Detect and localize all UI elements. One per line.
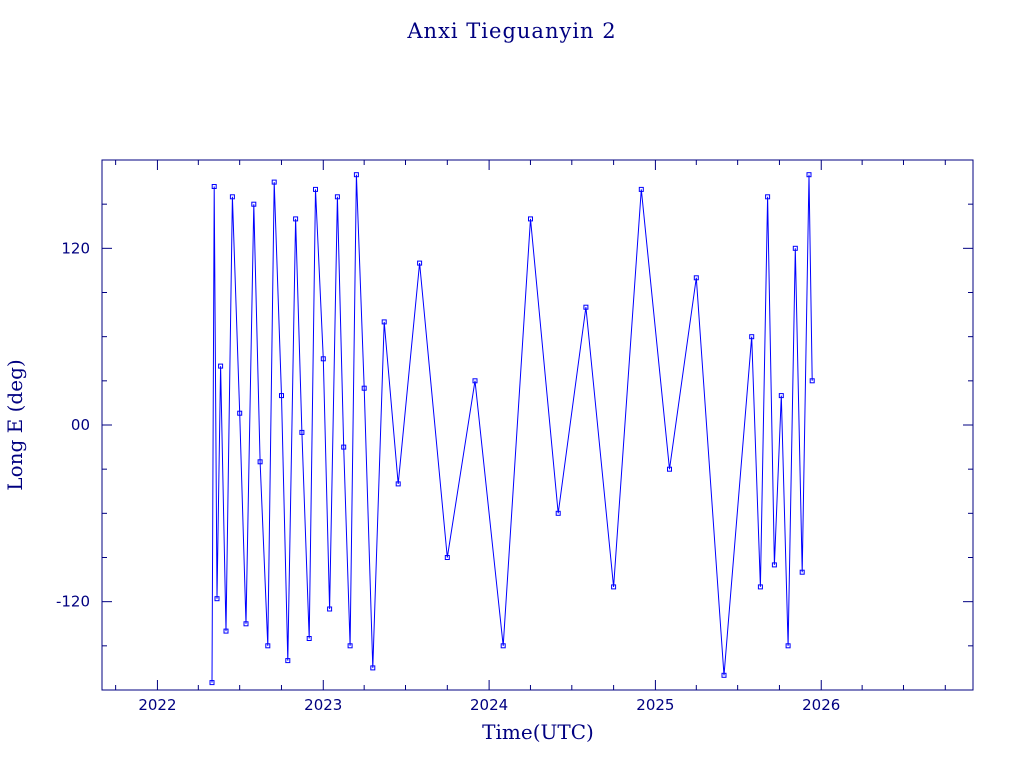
data-point: [500, 643, 506, 649]
data-point: [271, 179, 277, 185]
data-point: [638, 186, 644, 192]
data-point: [555, 510, 561, 516]
x-tick-label: 2023: [304, 696, 342, 714]
data-point: [528, 216, 533, 222]
x-axis-label: Time(UTC): [482, 720, 594, 744]
ticks-layer: 2022 2023 2024 2025 2026 120 00 -120: [56, 160, 973, 714]
data-point: [757, 584, 763, 590]
data-point: [285, 658, 291, 664]
data-point: [381, 319, 387, 325]
data-point: [370, 665, 376, 671]
data-point: [229, 194, 235, 200]
data-point: [334, 194, 340, 200]
x-tick-label: 2022: [138, 696, 176, 714]
data-point: [778, 393, 784, 399]
data-point: [251, 201, 257, 207]
data-point: [218, 363, 224, 369]
data-point: [327, 606, 333, 612]
data-point: [417, 260, 423, 266]
data-point: [799, 569, 805, 575]
data-point: [792, 245, 798, 251]
data-point: [313, 186, 318, 192]
data-point: [721, 672, 727, 678]
data-point: [257, 459, 263, 465]
data-point: [785, 643, 791, 649]
data-point: [214, 596, 220, 602]
data-point: [765, 194, 771, 200]
data-point: [347, 643, 353, 649]
data-point: [299, 429, 305, 435]
data-point: [472, 378, 478, 384]
data-layer: [209, 172, 815, 686]
plot-frame: [101, 159, 974, 691]
data-point: [611, 584, 617, 590]
x-tick-label: 2025: [636, 696, 674, 714]
y-axis-label: Long E (deg): [3, 359, 27, 490]
data-point: [693, 275, 699, 281]
data-point: [667, 466, 672, 472]
data-point: [395, 481, 401, 487]
data-point: [243, 621, 249, 627]
data-point: [211, 184, 217, 189]
y-tick-label: 00: [71, 416, 90, 434]
data-point: [279, 393, 284, 399]
data-point: [237, 410, 243, 416]
series-line: [211, 174, 813, 683]
data-point: [749, 334, 755, 340]
data-point: [341, 444, 347, 450]
data-point: [353, 172, 359, 178]
data-point: [806, 172, 812, 178]
data-point: [809, 378, 815, 384]
data-point: [209, 680, 215, 686]
y-tick-label: 120: [61, 239, 90, 257]
data-point: [583, 304, 589, 310]
data-point: [361, 385, 367, 391]
data-point: [223, 628, 229, 634]
data-point: [320, 356, 326, 362]
data-point: [306, 636, 312, 641]
x-tick-label: 2026: [802, 696, 840, 714]
data-point: [771, 562, 777, 568]
x-tick-label: 2024: [470, 696, 508, 714]
data-point: [265, 643, 271, 649]
y-tick-label: -120: [56, 593, 90, 611]
data-point: [293, 216, 299, 222]
chart-title: Anxi Tieguanyin 2: [406, 19, 616, 43]
data-point: [444, 555, 450, 560]
